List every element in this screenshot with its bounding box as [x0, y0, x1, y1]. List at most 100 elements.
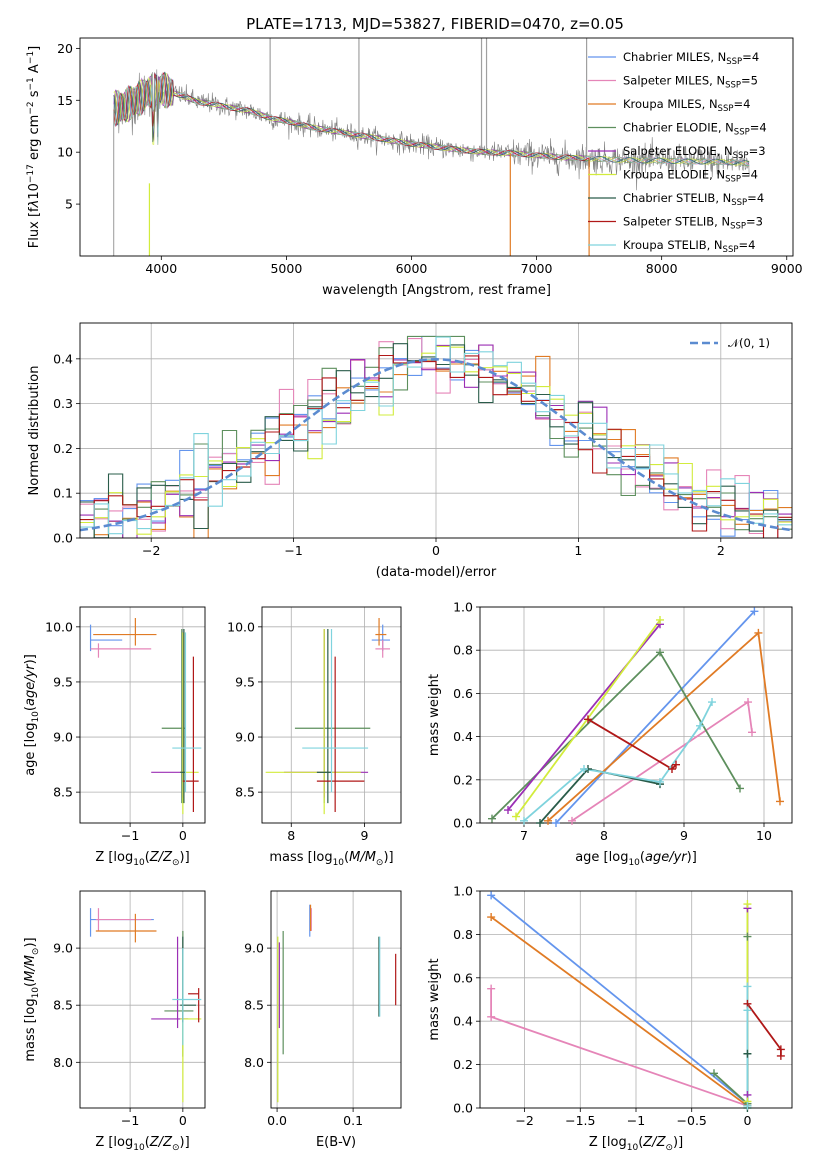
y-tick-label: 1.0 [453, 600, 473, 615]
marker-point [504, 806, 512, 815]
x-tick-label: 9000 [771, 261, 803, 276]
x-axis-label: (data-model)/error [376, 565, 497, 580]
plot-area-age_vs_Z [89, 618, 202, 815]
y-tick-label: 9.0 [53, 941, 73, 956]
y-tick-label: 10.0 [227, 619, 255, 634]
plot-area-mass_vs_Z [89, 908, 202, 1103]
legend: Chabrier MILES, NSSP=4 Salpeter MILES, NS… [588, 50, 767, 255]
marker-point [710, 1069, 718, 1078]
y-tick-label: 8.0 [53, 1055, 73, 1070]
marker-point [743, 900, 752, 909]
x-tick-label: −2 [142, 543, 160, 558]
x-axis-label: mass [log10(M/M⊙)] [269, 850, 393, 868]
model-spectrum [113, 72, 590, 162]
series-0 [555, 610, 756, 823]
axes-frame [79, 890, 206, 1109]
y-axis-label: Flux [fλ10−17 erg cm−2 s−1 A−1] [26, 46, 42, 248]
legend-label: Chabrier STELIB, NSSP=4 [623, 191, 764, 208]
y-tick-label: 8.5 [53, 785, 73, 800]
marker-point [488, 814, 496, 823]
marker-point [552, 819, 560, 827]
y-tick-label: 0.4 [453, 729, 473, 744]
marker-point [656, 615, 664, 624]
x-axis-label: E(B-V) [316, 1135, 356, 1150]
panel-residuals: −2 −1 0 1 2 0.0 0.1 0.2 0.3 0.4 (data-model)/error… [27, 322, 793, 580]
histogram-7 [80, 354, 792, 538]
marker-point [487, 984, 496, 993]
panel-weight_vs_Z: −2 −1.5 −1 −0.5 0 0.0 0.2 0.4 0.6 0.8 1.0 Z [log10(… [427, 884, 793, 1153]
x-tick-label: 6000 [396, 261, 428, 276]
y-tick-label: 0.0 [453, 816, 473, 831]
panel-age_vs_Z: −1 0 8.5 9.0 9.5 10.0 Z [log10(Z/Z⊙)] age [log1… [23, 606, 206, 868]
marker-point [487, 891, 496, 900]
x-axis-label: Z [log10(Z/Z⊙)] [95, 850, 189, 868]
y-tick-label: 0.2 [53, 441, 73, 456]
histogram-1 [80, 338, 792, 538]
marker-point [743, 932, 752, 941]
x-tick-label: −1 [627, 1113, 645, 1128]
marker-point [487, 913, 496, 922]
marker-point [672, 760, 680, 769]
x-axis-label: Z [log10(Z/Z⊙)] [95, 1135, 189, 1153]
x-tick-label: 8 [600, 828, 608, 843]
legend-label: Salpeter STELIB, NSSP=3 [623, 215, 763, 232]
y-tick-label: 0.0 [453, 1101, 473, 1116]
series-0 [490, 894, 748, 1105]
series-3 [713, 936, 749, 1106]
x-tick-label: 4000 [145, 261, 177, 276]
x-tick-label: 0 [743, 1113, 751, 1128]
marker-point [656, 777, 664, 786]
y-tick-label: 0.2 [453, 1057, 473, 1072]
panel-weight_vs_age: 7 8 9 10 0.0 0.2 0.4 0.6 0.8 1.0 age [log10(age/yr… [427, 600, 793, 868]
y-axis-label: mass weight [427, 674, 442, 756]
series-1 [490, 988, 748, 1107]
x-tick-label: 7000 [521, 261, 553, 276]
y-tick-label: 1.0 [453, 884, 473, 899]
panel-mass_vs_EBV: 0.0 0.1 8.0 8.5 9.0 E(B-V) [244, 890, 402, 1150]
marker-point [512, 812, 520, 821]
y-tick-label: 9.0 [235, 730, 255, 745]
y-tick-label: 0.1 [53, 486, 73, 501]
marker-point [487, 1012, 496, 1021]
x-axis-label: wavelength [Angstrom, rest frame] [322, 283, 551, 298]
x-tick-label: −2 [515, 1113, 533, 1128]
y-tick-label: 10 [57, 145, 73, 160]
series-7 [587, 718, 677, 771]
x-tick-label: −0.5 [677, 1113, 707, 1128]
marker-point [568, 816, 576, 825]
y-tick-label: 9.5 [235, 674, 255, 689]
x-tick-label: 8000 [646, 261, 678, 276]
marker-point [776, 797, 784, 806]
y-tick-label: 0.4 [453, 1014, 473, 1029]
x-tick-label: 0 [179, 828, 187, 843]
x-tick-label: −1 [284, 543, 302, 558]
marker-point [748, 728, 756, 737]
x-tick-label: 5000 [270, 261, 302, 276]
axes-frame [261, 606, 402, 824]
x-tick-label: 0 [179, 1113, 187, 1128]
x-tick-label: 0.0 [267, 1113, 287, 1128]
marker-point [536, 819, 544, 827]
x-tick-label: 9 [680, 828, 688, 843]
legend-label: Kroupa MILES, NSSP=4 [623, 97, 750, 114]
y-tick-label: 15 [57, 93, 73, 108]
y-axis-label: age [log10(age/yr)] [23, 654, 41, 776]
panel-age_vs_mass: 8 9 8.5 9.0 9.5 10.0 mass [log10(M/M⊙)] [227, 606, 402, 868]
panel-spectrum: 4000 5000 6000 7000 8000 9000 5 10 15 20 wavelengt… [26, 37, 803, 298]
marker-point [743, 982, 752, 991]
axes-frame [79, 37, 794, 257]
x-tick-label: 10 [756, 828, 772, 843]
panel-mass_vs_Z: −1 0 8.0 8.5 9.0 Z [log10(Z/Z⊙)] mass [log10(M… [23, 890, 206, 1153]
x-axis-label: age [log10(age/yr)] [575, 850, 697, 868]
legend-label: 𝒩(0, 1) [728, 336, 770, 350]
marker-point [584, 715, 592, 724]
x-tick-label: 8 [287, 828, 295, 843]
marker-point [520, 816, 528, 825]
y-tick-label: 8.5 [244, 998, 264, 1013]
marker-point [696, 721, 704, 730]
x-tick-label: 0 [432, 543, 440, 558]
y-tick-label: 0.2 [453, 772, 473, 787]
y-tick-label: 8.0 [244, 1055, 264, 1070]
plot-area-weight_vs_age [491, 610, 781, 823]
